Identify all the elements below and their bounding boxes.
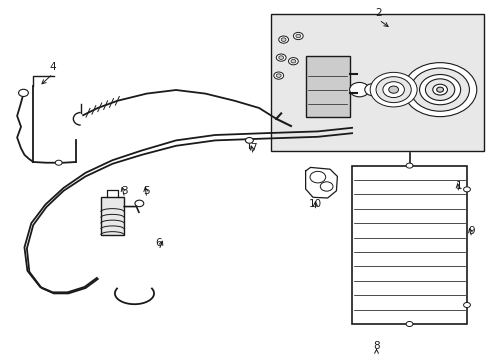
Bar [271, 14, 483, 151]
Text: 4: 4 [49, 62, 56, 72]
Circle shape [290, 59, 295, 63]
Circle shape [295, 34, 300, 38]
Bar [101, 197, 124, 235]
Circle shape [281, 38, 285, 41]
Circle shape [55, 160, 62, 165]
Circle shape [463, 187, 469, 192]
Circle shape [394, 86, 405, 94]
Circle shape [463, 302, 469, 307]
Circle shape [403, 63, 476, 117]
Circle shape [19, 89, 28, 96]
Circle shape [379, 85, 393, 95]
Text: 10: 10 [308, 199, 321, 209]
Circle shape [288, 58, 298, 65]
Text: 8: 8 [372, 341, 379, 351]
Circle shape [135, 200, 143, 207]
Circle shape [276, 74, 281, 77]
Circle shape [432, 84, 447, 95]
Circle shape [405, 163, 412, 168]
Text: 2: 2 [375, 8, 382, 18]
Circle shape [375, 77, 410, 103]
Bar [305, 56, 349, 117]
Circle shape [273, 72, 283, 79]
Circle shape [388, 86, 398, 93]
Circle shape [245, 138, 253, 143]
Circle shape [349, 82, 368, 97]
Circle shape [320, 182, 332, 191]
Circle shape [276, 54, 285, 61]
Circle shape [419, 75, 460, 105]
Circle shape [425, 79, 454, 100]
Text: 3: 3 [121, 186, 128, 196]
Circle shape [278, 56, 283, 59]
Circle shape [364, 84, 381, 96]
Circle shape [278, 36, 288, 43]
Text: 1: 1 [454, 181, 461, 191]
Text: 7: 7 [249, 143, 256, 153]
Circle shape [436, 87, 443, 92]
Bar [351, 166, 466, 324]
Circle shape [309, 171, 325, 183]
Text: 6: 6 [155, 238, 162, 248]
Circle shape [293, 32, 303, 40]
Circle shape [382, 82, 404, 98]
Text: 9: 9 [468, 226, 474, 236]
Circle shape [369, 72, 416, 107]
Circle shape [410, 68, 468, 111]
Text: 5: 5 [143, 186, 150, 196]
Circle shape [405, 321, 412, 327]
